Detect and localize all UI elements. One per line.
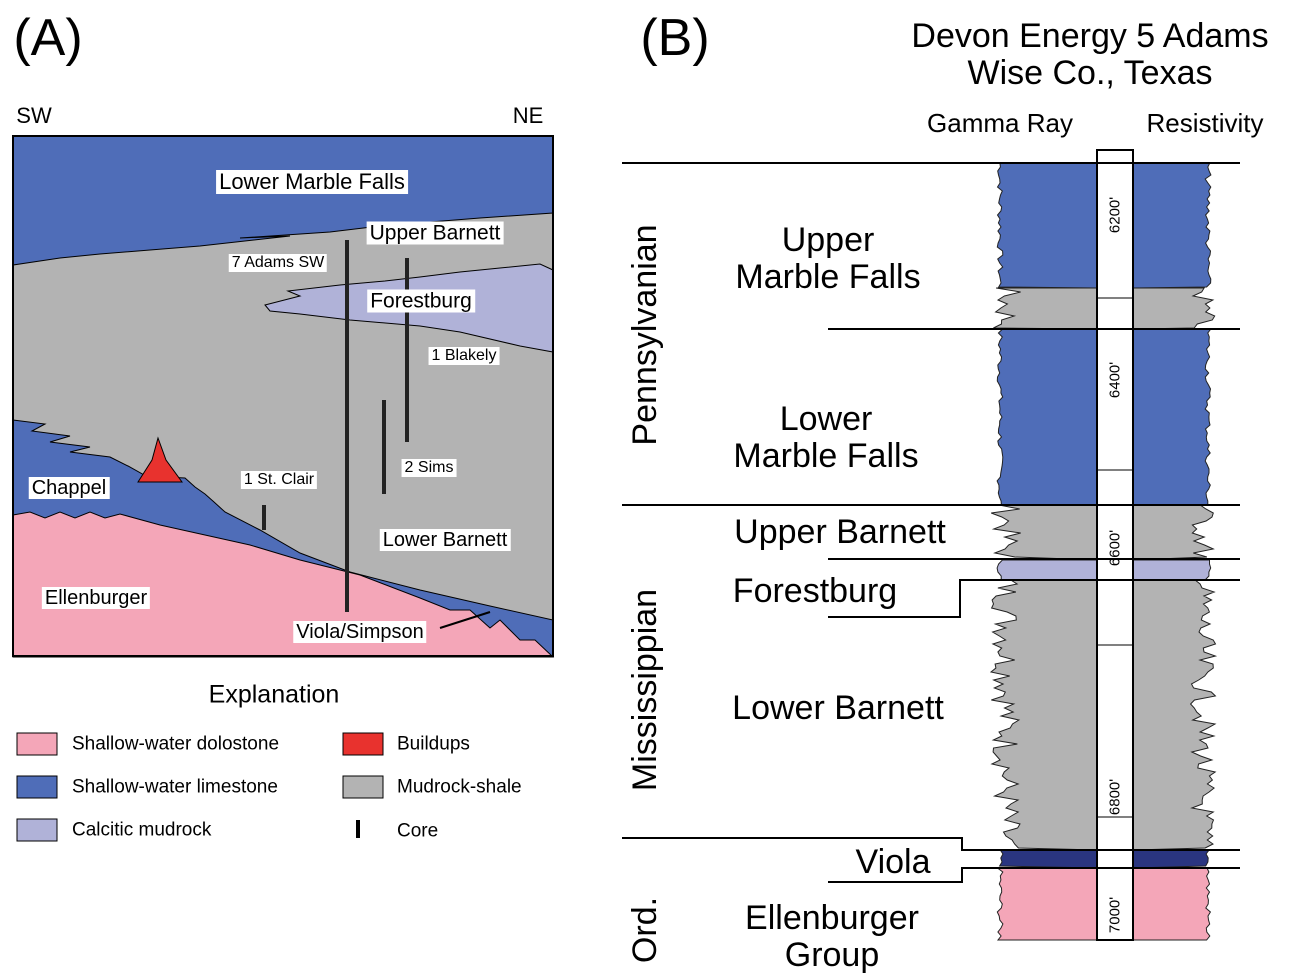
depth-label: 6800' <box>1108 779 1123 815</box>
log-fill <box>1133 163 1211 288</box>
swatch <box>17 776 57 798</box>
unit-label: Viola <box>856 845 931 879</box>
swatch <box>343 733 383 755</box>
figure: (A) SW NE Lower Marble Falls Upper Barnett Fo… <box>0 0 1304 974</box>
unit-label: Ellenburger <box>42 587 150 609</box>
unit-label: Marble Falls <box>733 439 918 473</box>
log-fill <box>997 560 1097 580</box>
column-header: Resistivity <box>1146 110 1263 136</box>
swatch <box>17 819 57 841</box>
unit-label: Upper <box>782 223 875 257</box>
log-fill <box>1133 560 1211 580</box>
log-fill <box>997 868 1097 940</box>
direction: NE <box>513 105 544 127</box>
legend-item: Buildups <box>397 735 470 754</box>
swatch <box>17 733 57 755</box>
log-fill <box>1133 868 1210 940</box>
well-label: 1 St. Clair <box>241 471 317 489</box>
depth-label: 6400' <box>1108 362 1123 398</box>
unit-label: Chappel <box>29 477 110 499</box>
unit-label: Ellenburger <box>745 901 919 935</box>
legend-title: Explanation <box>209 683 340 708</box>
unit-label: Viola/Simpson <box>293 621 426 643</box>
unit-label: Upper Barnett <box>367 222 504 245</box>
unit-label: Lower Barnett <box>380 529 511 551</box>
legend-item: Core <box>397 822 438 841</box>
title: Wise Co., Texas <box>967 56 1212 90</box>
well-label: 7 Adams SW <box>229 254 327 272</box>
period-label: Pennsylvanian <box>628 224 662 445</box>
log-fill <box>1133 288 1215 329</box>
legend-item: Mudrock-shale <box>397 778 522 797</box>
log-fill <box>993 288 1097 329</box>
log-fill <box>1133 580 1216 850</box>
unit-label: Upper Barnett <box>734 515 946 549</box>
period-label: Ord. <box>628 897 662 963</box>
unit-label: Lower <box>780 402 873 436</box>
log-fill <box>1133 505 1213 560</box>
depth-label: 6200' <box>1108 197 1123 233</box>
unit-label: Lower Marble Falls <box>216 170 408 194</box>
log-fill <box>1000 850 1097 868</box>
log-fill <box>1133 850 1209 868</box>
unit-label: Lower Barnett <box>732 691 944 725</box>
unit-label: Forestburg <box>367 290 475 313</box>
log-fill <box>991 505 1097 560</box>
panel-label: (B) <box>640 12 709 64</box>
swatch <box>343 776 383 798</box>
log-fill <box>991 580 1097 850</box>
depth-label: 6600' <box>1108 530 1123 566</box>
unit-label: Forestburg <box>733 574 897 608</box>
well-label: 1 Blakely <box>429 347 500 365</box>
unit-label: Marble Falls <box>735 260 920 294</box>
period-label: Mississippian <box>628 589 662 791</box>
direction: SW <box>16 105 51 127</box>
legend-item: Shallow-water limestone <box>72 778 278 797</box>
column-header: Gamma Ray <box>927 110 1073 136</box>
log-fill <box>997 163 1097 288</box>
well-label: 2 Sims <box>402 459 457 477</box>
legend-item: Shallow-water dolostone <box>72 735 279 754</box>
title: Devon Energy 5 Adams <box>911 19 1268 53</box>
log-fill <box>997 329 1097 505</box>
depth-label: 7000' <box>1108 897 1123 933</box>
unit-label: Group <box>785 938 880 972</box>
panel-label: (A) <box>13 12 82 64</box>
legend-item: Calcitic mudrock <box>72 821 211 840</box>
log-fill <box>1133 329 1211 505</box>
